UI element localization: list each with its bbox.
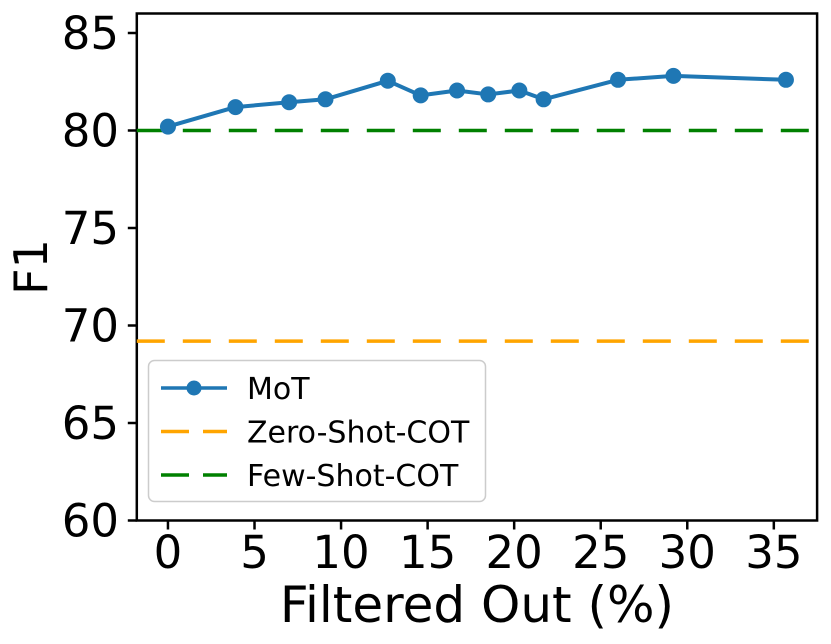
legend-label-zero-shot-cot: Zero-Shot-COT <box>247 416 470 451</box>
y-tick-label: 65 <box>62 397 119 450</box>
plot-area <box>135 12 819 522</box>
legend-label-few-shot-cot: Few-Shot-COT <box>247 459 459 494</box>
mot-series-marker <box>159 118 176 135</box>
mot-series-marker <box>535 91 552 108</box>
mot-series-marker <box>412 87 429 104</box>
y-tick-label: 85 <box>62 7 119 60</box>
legend-marker-mot <box>186 380 202 396</box>
x-tick-label: 10 <box>312 526 369 579</box>
mot-series-line <box>165 73 788 129</box>
mot-series-marker <box>511 82 528 99</box>
mot-series-marker <box>480 86 497 103</box>
x-tick-label: 15 <box>399 526 456 579</box>
legend-label-mot: MoT <box>247 372 310 407</box>
mot-series-marker <box>665 67 682 84</box>
y-tick-label: 75 <box>62 202 119 255</box>
mot-series-marker <box>281 94 298 111</box>
mot-series-marker <box>610 71 627 88</box>
x-axis-label: Filtered Out (%) <box>280 576 674 634</box>
y-tick-label: 60 <box>62 495 119 548</box>
mot-series-marker <box>777 71 794 88</box>
mot-series-marker <box>449 82 466 99</box>
x-tick-label: 30 <box>659 526 716 579</box>
legend-box <box>147 359 487 503</box>
x-tick-label: 35 <box>745 526 802 579</box>
mot-series-marker <box>317 91 334 108</box>
x-tick-label: 25 <box>572 526 629 579</box>
mot-series-marker <box>379 72 396 89</box>
x-tick-label: 5 <box>240 526 269 579</box>
y-tick-label: 70 <box>62 300 119 353</box>
y-tick-label: 80 <box>62 105 119 158</box>
y-axis-label: F1 <box>4 239 58 295</box>
x-tick-label: 0 <box>154 526 183 579</box>
mot-series-marker <box>227 99 244 116</box>
x-tick-label: 20 <box>486 526 543 579</box>
